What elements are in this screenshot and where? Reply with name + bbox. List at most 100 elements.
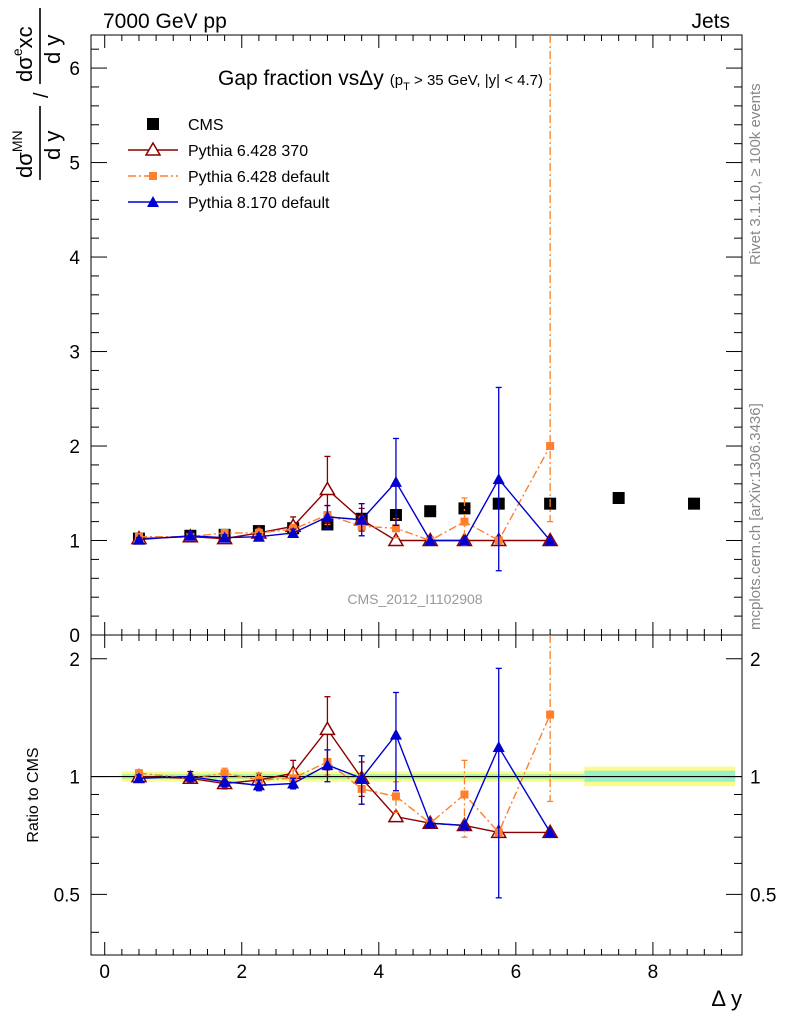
data-point (319, 480, 336, 496)
legend-marker (147, 118, 159, 130)
legend-entry: CMS (147, 117, 224, 134)
data-point (458, 502, 471, 515)
ratio-y-tick-label-right: 0.5 (750, 885, 776, 906)
data-point (184, 770, 197, 782)
ratio-y-tick-label-right: 1 (750, 768, 761, 789)
series-ratio-pythia-6-428-370 (130, 696, 559, 839)
title-main: Gap fraction vsΔy (218, 67, 384, 90)
ratio-y-tick-label-left: 2 (69, 650, 80, 671)
ylabel-num-a: dσMN (9, 130, 37, 178)
data-point (252, 779, 265, 791)
ratio-y-tick-label-right: 2 (750, 650, 761, 671)
data-point (387, 532, 405, 547)
header-process-label: Jets (691, 10, 730, 33)
x-tick-label: 2 (236, 962, 247, 983)
data-point (252, 530, 265, 542)
ratio-panel-frame (90, 634, 743, 956)
data-point (287, 777, 300, 789)
data-point (389, 728, 402, 740)
x-tick-label: 6 (511, 962, 522, 983)
data-point (544, 826, 557, 838)
data-point (424, 534, 437, 546)
data-point (492, 741, 505, 752)
ratio-y-tick-label-left: 1 (69, 768, 80, 789)
main-y-tick-label: 5 (69, 154, 80, 175)
ylabel-num-b: dσexc (9, 26, 37, 82)
ratio-y-axis-label: Ratio to CMS (25, 747, 42, 842)
title-pt-sub: T (403, 81, 410, 93)
data-point (287, 526, 300, 538)
data-point (492, 473, 505, 485)
series-line (138, 728, 551, 834)
data-point (544, 534, 557, 546)
data-point (218, 531, 231, 543)
main-y-axis-label: dσMN d y / dσexc d y (9, 8, 65, 180)
legend-entry: Pythia 8.170 default (128, 195, 330, 212)
data-point (688, 497, 701, 510)
x-tick-label: 8 (648, 962, 659, 983)
data-point (387, 808, 405, 823)
header-beam-label: 7000 GeV pp (103, 10, 227, 33)
data-point (458, 534, 471, 546)
data-point (612, 491, 625, 504)
data-point (321, 510, 334, 522)
legend-marker (147, 196, 159, 207)
data-point (460, 517, 469, 526)
data-point (546, 710, 555, 719)
ratio-y-tick-label-left: 0.5 (54, 885, 80, 906)
data-point (132, 772, 145, 784)
data-point (391, 524, 400, 533)
series-line (138, 733, 551, 833)
legend-label: Pythia 8.170 default (188, 195, 330, 212)
data-point (546, 442, 555, 451)
series-main-pythia-8-170-default (132, 386, 557, 572)
mcplots-reference-text: mcplots.cern.ch [arXiv:1306.3436] (747, 403, 764, 630)
title-pt: (p (390, 72, 403, 89)
series-line (138, 445, 551, 542)
series-layer (130, 35, 701, 899)
main-y-tick-label: 3 (69, 343, 80, 364)
legend-label: CMS (188, 117, 224, 134)
data-point (132, 533, 145, 545)
series-ratio-pythia-6-428-default (134, 635, 555, 838)
series-line (138, 488, 551, 542)
data-point (391, 792, 400, 801)
data-point (424, 817, 437, 829)
x-tick-label: 0 (99, 962, 110, 983)
legend: CMS Pythia 6.428 370 Pythia 6.428 default P… (128, 117, 330, 212)
series-line (138, 714, 551, 834)
data-point (184, 529, 197, 541)
x-tick-label: 4 (374, 962, 385, 983)
rivet-version-text: Rivet 3.1.10, ≥ 100k events (747, 83, 764, 265)
data-point (319, 720, 336, 736)
legend-label: Pythia 6.428 default (188, 169, 330, 186)
data-point (355, 772, 368, 784)
main-y-tick-label: 2 (69, 437, 80, 458)
legend-marker (144, 141, 162, 156)
data-point (321, 759, 334, 771)
chart-title: Gap fraction vsΔy (pT > 35 GeV, |y| < 4.7… (218, 67, 543, 93)
axis-ticks: 0 2 4 6 8 0 1 2 3 4 5 6 0.5 0.5 1 1 2 2 (54, 35, 776, 983)
ylabel-den-a: d y (40, 131, 65, 160)
series-ratio-pythia-8-170-default (132, 667, 557, 899)
ylabel-slash: / (31, 92, 53, 98)
legend-entry: Pythia 6.428 default (128, 169, 330, 186)
data-point (460, 790, 469, 799)
data-point (389, 475, 402, 487)
data-point (218, 775, 231, 787)
data-point (458, 819, 471, 831)
data-point (355, 513, 368, 525)
data-point (220, 769, 229, 778)
main-y-tick-label: 1 (69, 532, 80, 553)
analysis-watermark: CMS_2012_I1102908 (347, 591, 482, 607)
legend-label: Pythia 6.428 370 (188, 143, 308, 160)
main-y-tick-label: 4 (69, 248, 80, 269)
series-line (138, 477, 551, 542)
data-point (424, 505, 437, 518)
main-y-tick-label: 6 (69, 59, 80, 80)
main-y-tick-label: 0 (69, 626, 80, 647)
legend-entry: Pythia 6.428 370 (128, 141, 308, 160)
title-rest: > 35 GeV, |y| < 4.7) (410, 72, 543, 89)
ylabel-den-b: d y (40, 35, 65, 64)
